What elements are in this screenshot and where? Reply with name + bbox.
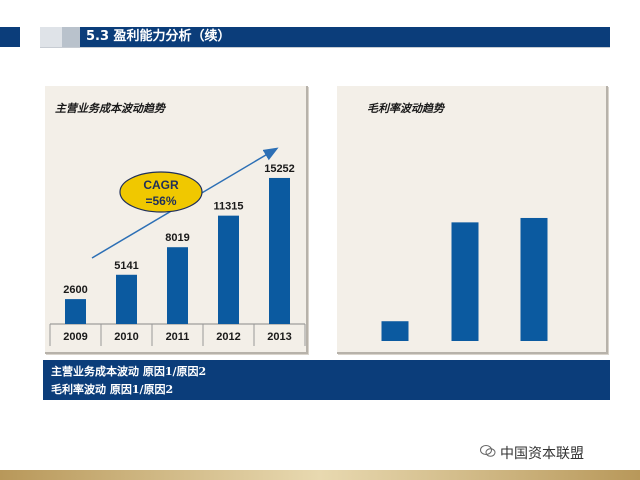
cost-bar-chart: 2600 5141 8019 11315 15252 2009 2010 2011 2012 2…: [49, 147, 306, 346]
header-square-mid: [62, 27, 80, 47]
margin-chart-title: 毛利率波动趋势: [367, 102, 444, 115]
x-tick-label-2012: 2012: [216, 331, 240, 343]
wechat-icon: [480, 445, 496, 457]
cagr-label-line1: CAGR: [143, 178, 179, 192]
cost-value-label-2010: 5141: [114, 260, 138, 272]
header-underline: [40, 47, 610, 48]
cagr-label-line2: =56%: [145, 194, 176, 208]
x-tick-label-2009: 2009: [63, 331, 87, 343]
header-accent-block: [0, 27, 20, 47]
cost-value-label-2009: 2600: [63, 284, 87, 296]
x-tick-label-2010: 2010: [114, 331, 138, 343]
page-title: 5.3 盈利能力分析（续）: [86, 29, 231, 44]
watermark: 中国资本联盟: [500, 446, 584, 462]
margin-bar-chart: [381, 217, 548, 341]
margin-bar-3: [520, 217, 548, 341]
cost-bar-2013: [269, 177, 290, 324]
cost-value-label-2012: 11315: [214, 201, 244, 213]
cost-bar-2012: [218, 215, 239, 324]
margin-trend-panel: 毛利率波动趋势: [337, 86, 608, 354]
header-bar: [80, 27, 610, 47]
x-tick-label-2013: 2013: [267, 331, 291, 343]
cost-trend-panel: 主营业务成本波动趋势 2600 5141 8019 11315 15252 2009 20…: [45, 86, 308, 354]
cost-chart-title: 主营业务成本波动趋势: [55, 102, 165, 115]
header-square-light: [40, 27, 62, 47]
footer-gold-band: [0, 470, 640, 480]
cost-bar-2010: [116, 274, 137, 324]
margin-bar-1: [381, 321, 409, 341]
summary-line-cost: 主营业务成本波动 原因1/原因2: [51, 365, 207, 378]
cost-bar-2011: [167, 247, 188, 324]
cost-value-label-2011: 8019: [165, 232, 189, 244]
margin-bar-2: [451, 222, 479, 341]
cagr-badge: [119, 171, 203, 213]
summary-box: 主营业务成本波动 原因1/原因2 毛利率波动 原因1/原因2: [43, 360, 610, 400]
cost-bar-2009: [65, 299, 86, 324]
summary-line-margin: 毛利率波动 原因1/原因2: [51, 383, 174, 396]
x-tick-label-2011: 2011: [166, 331, 190, 343]
cost-value-label-2013: 15252: [264, 163, 295, 175]
